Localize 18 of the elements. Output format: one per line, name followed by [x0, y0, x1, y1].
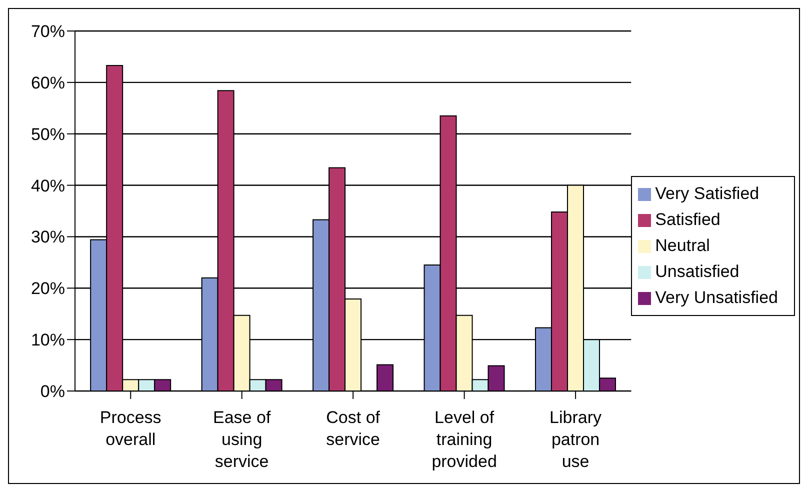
y-tick-label: 10%	[30, 330, 65, 350]
y-tick-label: 40%	[30, 176, 65, 196]
y-tick-label: 50%	[30, 124, 65, 144]
x-tick-label: Process overall	[100, 408, 162, 449]
x-tick-label: Level of training provided	[432, 408, 497, 471]
y-tick-label: 0%	[40, 382, 65, 402]
x-tick-label: Library patron use	[550, 408, 602, 471]
legend-label: Neutral	[655, 236, 710, 255]
legend-label: Satisfied	[655, 210, 720, 229]
x-tick-label: Ease of using service	[213, 408, 271, 471]
legend-label: Unsatisfied	[655, 262, 740, 281]
y-tick-label: 70%	[30, 22, 65, 42]
legend-label: Very Satisfied	[655, 184, 760, 203]
y-tick-label: 60%	[30, 73, 65, 92]
y-tick-label: 30%	[30, 228, 65, 247]
legend-label: Very Unsatisfied	[655, 288, 778, 307]
x-tick-label: Cost of service	[326, 408, 380, 449]
y-tick-label: 20%	[30, 279, 65, 298]
